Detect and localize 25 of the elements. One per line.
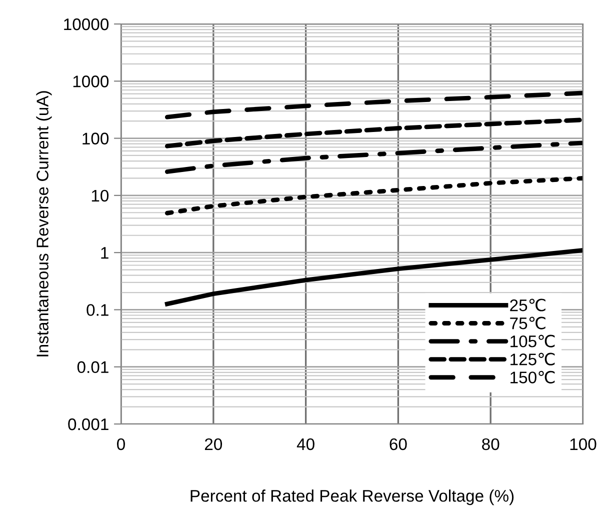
legend-label: 150℃ bbox=[510, 370, 555, 384]
line-series bbox=[164, 90, 583, 120]
x-tick-label: 80 bbox=[482, 438, 500, 450]
x-tick-label: 60 bbox=[390, 438, 407, 450]
y-tick-label: 0.1 bbox=[86, 304, 108, 316]
x-axis-title: Percent of Rated Peak Reverse Voltage (%) bbox=[190, 490, 514, 506]
x-tick-label: 0 bbox=[117, 438, 125, 450]
line-series bbox=[164, 140, 583, 174]
y-tick-label: 1000 bbox=[73, 76, 109, 88]
legend-label: 125℃ bbox=[510, 352, 555, 366]
x-tick-label: 40 bbox=[296, 438, 314, 450]
y-tick-label: 0.01 bbox=[77, 361, 108, 374]
y-tick-label: 10 bbox=[92, 190, 109, 202]
y-tick-label: 0.001 bbox=[68, 418, 108, 430]
y-tick-label: 1 bbox=[101, 247, 108, 259]
legend-label: 75℃ bbox=[510, 316, 546, 330]
y-tick-label: 100 bbox=[82, 132, 109, 144]
y-tick-label: 10000 bbox=[64, 18, 109, 30]
line-series bbox=[164, 176, 583, 216]
legend-label: 25℃ bbox=[510, 298, 546, 312]
line-series bbox=[164, 118, 583, 148]
y-axis-title: Instantaneous Reverse Current (uA) bbox=[36, 91, 52, 356]
x-tick-label: 20 bbox=[204, 438, 222, 450]
x-tick-label: 100 bbox=[570, 438, 596, 450]
legend-label: 105℃ bbox=[510, 334, 555, 348]
